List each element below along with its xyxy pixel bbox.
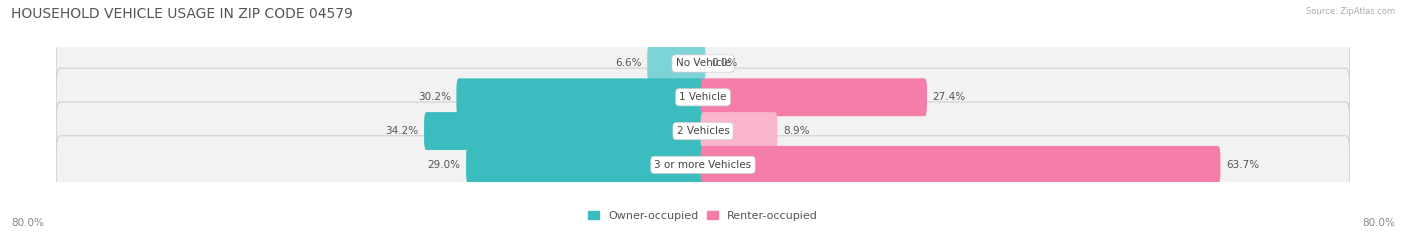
Text: 80.0%: 80.0% xyxy=(11,218,44,228)
Text: 0.0%: 0.0% xyxy=(711,58,737,69)
Text: 1 Vehicle: 1 Vehicle xyxy=(679,92,727,102)
FancyBboxPatch shape xyxy=(700,78,927,116)
Text: 3 or more Vehicles: 3 or more Vehicles xyxy=(654,160,752,170)
FancyBboxPatch shape xyxy=(700,112,778,150)
Text: 30.2%: 30.2% xyxy=(418,92,451,102)
Text: 29.0%: 29.0% xyxy=(427,160,461,170)
FancyBboxPatch shape xyxy=(647,45,706,82)
Text: 2 Vehicles: 2 Vehicles xyxy=(676,126,730,136)
Legend: Owner-occupied, Renter-occupied: Owner-occupied, Renter-occupied xyxy=(583,206,823,225)
FancyBboxPatch shape xyxy=(56,34,1350,93)
FancyBboxPatch shape xyxy=(56,136,1350,194)
FancyBboxPatch shape xyxy=(700,146,1220,184)
Text: 8.9%: 8.9% xyxy=(783,126,810,136)
FancyBboxPatch shape xyxy=(467,146,706,184)
FancyBboxPatch shape xyxy=(457,78,706,116)
FancyBboxPatch shape xyxy=(56,68,1350,126)
Text: Source: ZipAtlas.com: Source: ZipAtlas.com xyxy=(1306,7,1395,16)
Text: 34.2%: 34.2% xyxy=(385,126,419,136)
FancyBboxPatch shape xyxy=(425,112,706,150)
Text: 63.7%: 63.7% xyxy=(1226,160,1260,170)
Text: No Vehicle: No Vehicle xyxy=(675,58,731,69)
Text: 80.0%: 80.0% xyxy=(1362,218,1395,228)
Text: 27.4%: 27.4% xyxy=(932,92,966,102)
Text: 6.6%: 6.6% xyxy=(614,58,641,69)
FancyBboxPatch shape xyxy=(56,102,1350,160)
Text: HOUSEHOLD VEHICLE USAGE IN ZIP CODE 04579: HOUSEHOLD VEHICLE USAGE IN ZIP CODE 0457… xyxy=(11,7,353,21)
